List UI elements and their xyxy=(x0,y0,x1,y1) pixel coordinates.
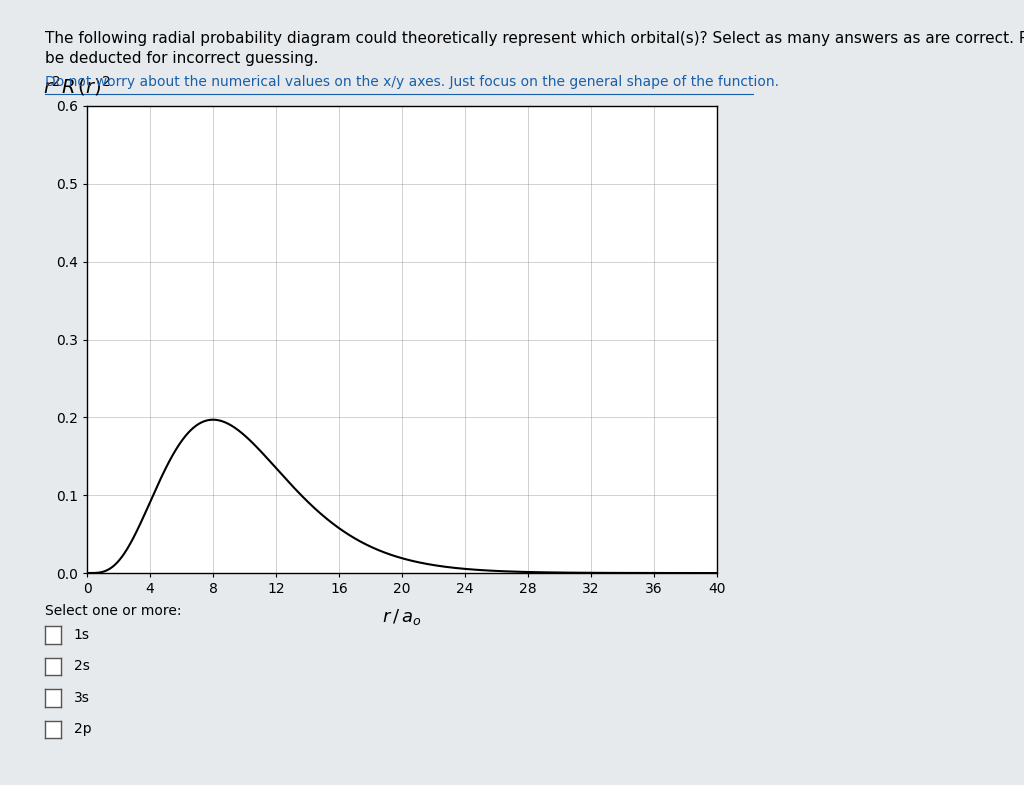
Text: 3s: 3s xyxy=(74,691,90,705)
Text: The following radial probability diagram could theoretically represent which orb: The following radial probability diagram… xyxy=(45,31,1024,46)
Text: Select one or more:: Select one or more: xyxy=(45,604,181,619)
Text: $r^2R\,(r)^2$: $r^2R\,(r)^2$ xyxy=(43,75,111,98)
Text: 2s: 2s xyxy=(74,659,90,674)
Text: Do not worry about the numerical values on the x/y axes. Just focus on the gener: Do not worry about the numerical values … xyxy=(45,75,779,89)
Text: 1s: 1s xyxy=(74,628,90,642)
Text: be deducted for incorrect guessing.: be deducted for incorrect guessing. xyxy=(45,51,318,66)
Text: 2p: 2p xyxy=(74,722,91,736)
X-axis label: $r\,/\,a_o$: $r\,/\,a_o$ xyxy=(382,607,422,627)
